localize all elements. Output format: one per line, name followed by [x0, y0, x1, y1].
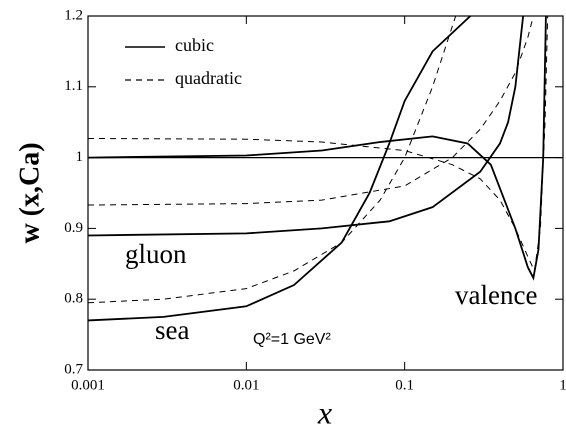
y-axis-label: w (x,Ca)	[14, 142, 45, 243]
curve-label: valence	[455, 280, 537, 310]
plot-frame	[87, 15, 564, 371]
x-tick-label: 0.001	[71, 377, 105, 393]
y-tick-label: 0.9	[64, 220, 83, 236]
curve	[88, 16, 525, 237]
legend-label: cubic	[175, 35, 214, 55]
x-tick-label: 1	[559, 377, 566, 393]
x-tick-label: 0.01	[233, 377, 259, 393]
curve	[88, 16, 471, 322]
plot-area	[88, 16, 549, 322]
curve	[88, 16, 549, 273]
y-tick-label: 0.8	[64, 291, 83, 307]
curve	[88, 16, 534, 206]
curve	[88, 16, 457, 304]
curve-label: gluon	[125, 239, 187, 269]
y-tick-label: 1.1	[64, 78, 83, 94]
y-tick-label: 1	[76, 149, 84, 165]
legend-label: quadratic	[175, 68, 242, 88]
x-tick-label: 0.1	[395, 377, 414, 393]
y-tick-label: 1.2	[64, 7, 83, 23]
curve	[88, 16, 547, 281]
x-axis-label: x	[317, 394, 332, 430]
curve-label: Q²=1 GeV²	[253, 331, 331, 348]
curve-label: sea	[155, 315, 189, 345]
y-tick-label: 0.7	[64, 361, 83, 377]
